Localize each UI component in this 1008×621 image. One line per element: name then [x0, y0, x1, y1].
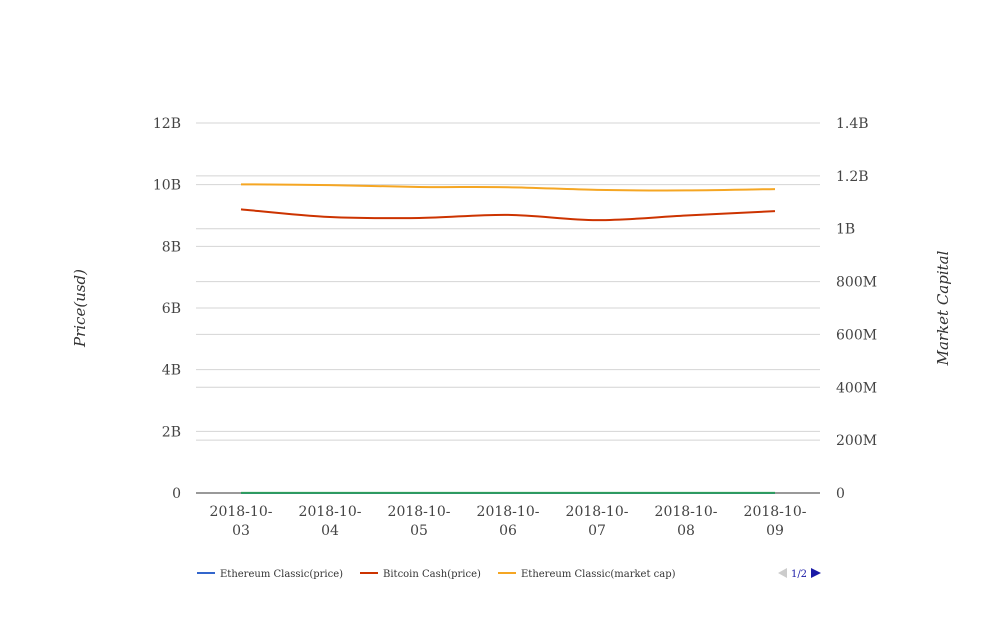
y-left-tick-label: 8B	[162, 239, 181, 255]
legend-item: Ethereum Classic(price)	[197, 569, 343, 580]
legend-pager: 1/2	[778, 568, 821, 580]
x-tick-label: 2018-10-05	[388, 504, 451, 539]
y-right-tick-label: 1.4B	[836, 116, 869, 132]
y-right-tick-label: 400M	[836, 380, 877, 396]
y-left-tick-label: 12B	[153, 116, 181, 132]
y-left-tick-label: 6B	[162, 301, 181, 317]
legend-label: Ethereum Classic(market cap)	[521, 569, 676, 580]
legend-label: Bitcoin Cash(price)	[383, 569, 481, 580]
x-tick-label: 2018-10-09	[744, 504, 807, 539]
y-right-tick-label: 600M	[836, 327, 877, 343]
x-tick-label: 2018-10-03	[210, 504, 273, 539]
pager-prev-icon[interactable]	[778, 568, 787, 578]
y-axis-right-title: Market Capital	[934, 250, 952, 366]
series-line-ethereum-classic-market-cap-	[240, 183, 776, 192]
grid-layer	[196, 122, 820, 441]
y-left-tick-label: 0	[172, 486, 181, 502]
x-tick-label: 2018-10-04	[299, 504, 362, 539]
axis-layer: 0 2B 4B 6B 8B 10B 12B 0 200M 400M 600M 800M 1B 1.2B 1.…	[153, 116, 877, 539]
x-tick-label: 2018-10-08	[655, 504, 718, 539]
x-tick-label: 2018-10-07	[566, 504, 629, 539]
series-line-bitcoin-cash-price-	[240, 208, 776, 222]
y-right-tick-label: 1.2B	[836, 169, 869, 185]
y-right-tick-label: 200M	[836, 433, 877, 449]
y-right-tick-label: 800M	[836, 275, 877, 291]
legend: Ethereum Classic(price) Bitcoin Cash(pric…	[197, 569, 676, 580]
y-right-tick-label: 1B	[836, 222, 855, 238]
pager-next-icon[interactable]	[811, 568, 821, 578]
legend-item: Bitcoin Cash(price)	[360, 569, 481, 580]
legend-label: Ethereum Classic(price)	[220, 569, 343, 580]
y-left-tick-label: 10B	[153, 178, 181, 194]
y-axis-left-title: Price(usd)	[71, 269, 89, 348]
y-left-tick-label: 4B	[162, 363, 181, 379]
x-tick-label: 2018-10-06	[477, 504, 540, 539]
series-layer	[240, 183, 776, 495]
legend-item: Ethereum Classic(market cap)	[498, 569, 676, 580]
pager-label: 1/2	[791, 569, 807, 580]
y-right-tick-label: 0	[836, 486, 845, 502]
y-left-tick-label: 2B	[162, 424, 181, 440]
